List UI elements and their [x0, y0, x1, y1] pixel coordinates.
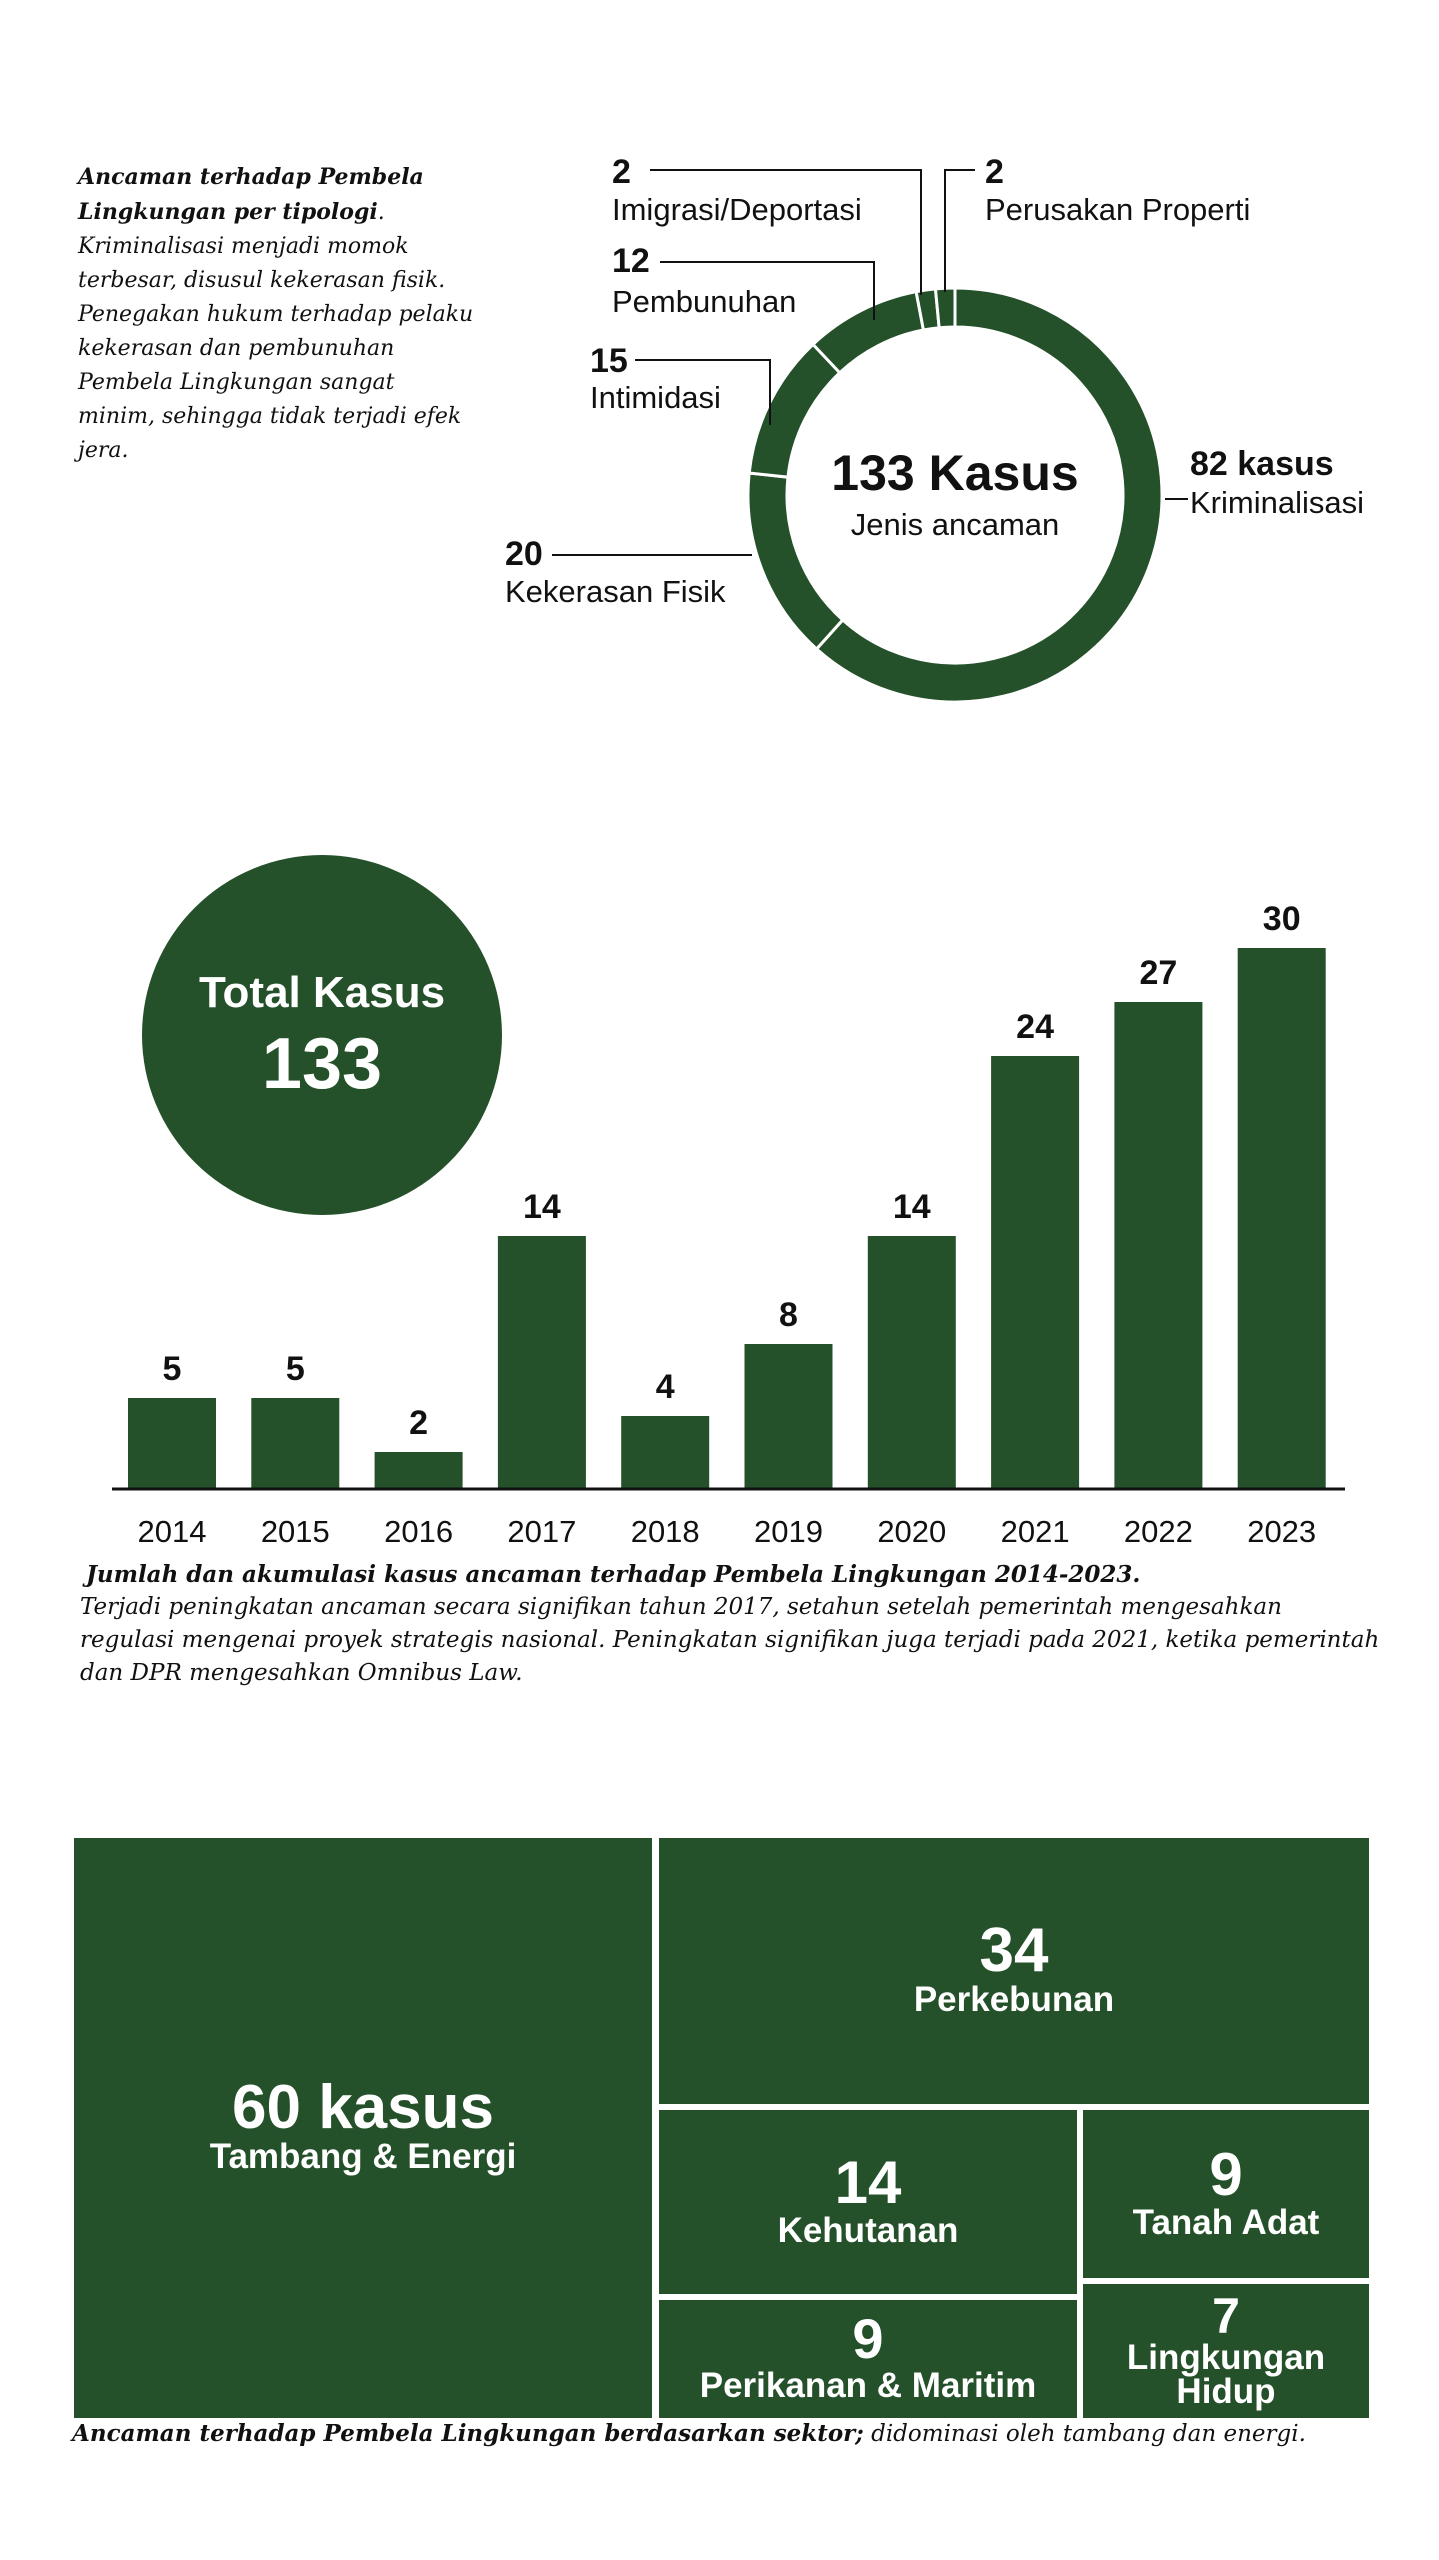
treemap-cell-label: Tanah Adat	[1132, 2202, 1320, 2242]
x-tick-label: 2021	[1001, 1514, 1070, 1549]
x-tick-label: 2017	[507, 1514, 576, 1549]
treemap-cell-label: Perkebunan	[913, 1980, 1115, 2020]
x-tick-label: 2023	[1247, 1514, 1316, 1549]
donut-slice-label: Kekerasan Fisik	[505, 574, 726, 609]
treemap-cell-label: Lingkungan Hidup	[1126, 2337, 1326, 2411]
total-label: Total Kasus	[199, 968, 445, 1017]
x-tick-label: 2019	[754, 1514, 823, 1549]
bar	[374, 1452, 463, 1488]
bar-caption-body: Terjadi peningkatan ancaman secara signi…	[80, 1594, 1380, 1686]
bar-value-label: 30	[1263, 900, 1301, 938]
bar	[744, 1344, 833, 1488]
treemap-cell-label: Perikanan & Maritim	[699, 2365, 1037, 2405]
bar-value-label: 14	[893, 1188, 931, 1226]
treemap-cell: 34 Perkebunan	[659, 1838, 1369, 2104]
bar-value-label: 8	[779, 1296, 798, 1334]
total-value: 133	[262, 1024, 382, 1104]
bar-value-label: 4	[656, 1368, 675, 1406]
bar-caption: Jumlah dan akumulasi kasus ancaman terha…	[80, 1561, 1380, 1686]
bar-value-label: 5	[286, 1350, 305, 1388]
donut-slice-value: 2	[985, 153, 1004, 191]
donut-intro-body: Kriminalisasi menjadi momok terbesar, di…	[78, 234, 474, 463]
donut-leader-line	[660, 261, 875, 320]
donut-center-subtitle: Jenis ancaman	[851, 507, 1060, 542]
treemap-cell-value: 34	[979, 1915, 1049, 1985]
treemap-cell: 60 kasus Tambang & Energi	[74, 1838, 652, 2418]
bar	[991, 1056, 1080, 1488]
donut-slice	[814, 286, 1164, 704]
donut-slice-value: 20	[505, 535, 543, 573]
treemap-cell-value: 14	[834, 2148, 902, 2216]
treemap-cell-value: 9	[852, 2307, 884, 2371]
x-tick-label: 2014	[138, 1514, 207, 1549]
treemap-cell: 9 Tanah Adat	[1083, 2110, 1369, 2278]
treemap-caption-body: didominasi oleh tambang dan energi.	[863, 2421, 1306, 2447]
bar	[1237, 948, 1326, 1488]
x-tick-label: 2020	[877, 1514, 946, 1549]
donut-leader-line	[650, 169, 922, 295]
total-circle	[142, 855, 502, 1215]
donut-slice-value: 2	[612, 153, 631, 191]
donut-slice-label: Perusakan Properti	[985, 192, 1250, 227]
donut-chart: 133 Kasus Jenis ancaman 82 kasusKriminal…	[505, 153, 1364, 704]
donut-slice	[933, 286, 957, 330]
treemap-cell-label: Tambang & Energi	[209, 2137, 517, 2177]
x-tick-label: 2015	[261, 1514, 330, 1549]
bar-caption-lead: Jumlah dan akumulasi kasus ancaman terha…	[86, 1561, 1133, 1588]
treemap-cell-value: 7	[1212, 2288, 1240, 2345]
bar	[867, 1236, 956, 1488]
treemap-caption-lead: Ancaman terhadap Pembela Lingkungan berd…	[72, 2420, 864, 2447]
treemap-cell: 9 Perikanan & Maritim	[659, 2300, 1077, 2418]
bar	[1114, 1002, 1203, 1488]
treemap-cell: 7 Lingkungan Hidup	[1083, 2284, 1369, 2418]
donut-leader-line	[944, 169, 975, 292]
donut-slice-value: 12	[612, 242, 650, 280]
x-tick-label: 2022	[1124, 1514, 1193, 1549]
bar-value-label: 5	[163, 1350, 182, 1388]
donut-slice	[810, 289, 926, 375]
treemap-cell-value: 9	[1209, 2140, 1243, 2208]
treemap-cell-value: 60 kasus	[232, 2072, 494, 2142]
bar	[497, 1236, 586, 1488]
donut-leader-line	[635, 359, 771, 425]
donut-slice-value: 15	[590, 342, 628, 380]
donut-center-title: 133 Kasus	[831, 445, 1078, 501]
donut-slice	[747, 342, 842, 479]
donut-slice-label: Intimidasi	[590, 380, 721, 415]
bar	[128, 1398, 216, 1488]
x-tick-label: 2016	[384, 1514, 453, 1549]
treemap-caption: Ancaman terhadap Pembela Lingkungan berd…	[72, 2418, 1392, 2450]
bar-value-label: 24	[1016, 1008, 1054, 1046]
donut-intro-lead: Ancaman terhadap Pembela Lingkungan per …	[78, 164, 424, 225]
x-tick-label: 2018	[631, 1514, 700, 1549]
donut-intro: Ancaman terhadap Pembela Lingkungan per …	[78, 164, 474, 463]
donut-slice-label: Pembunuhan	[612, 284, 796, 319]
donut-slice	[746, 471, 845, 652]
donut-slice-label: Kriminalisasi	[1190, 485, 1364, 520]
bar-value-label: 2	[409, 1404, 428, 1442]
bar	[621, 1416, 710, 1488]
bar-value-label: 27	[1139, 954, 1177, 992]
bar-value-label: 14	[523, 1188, 561, 1226]
treemap-cell: 14 Kehutanan	[659, 2110, 1077, 2294]
bar	[251, 1398, 340, 1488]
treemap-cell-label: Kehutanan	[777, 2210, 959, 2250]
donut-slice-value: 82 kasus	[1190, 445, 1334, 483]
bar-chart: Total Kasus 133 5 2014 5 2015 2 2016 14 2017 4 20…	[112, 855, 1345, 1549]
donut-slice-label: Imigrasi/Deportasi	[612, 192, 862, 227]
